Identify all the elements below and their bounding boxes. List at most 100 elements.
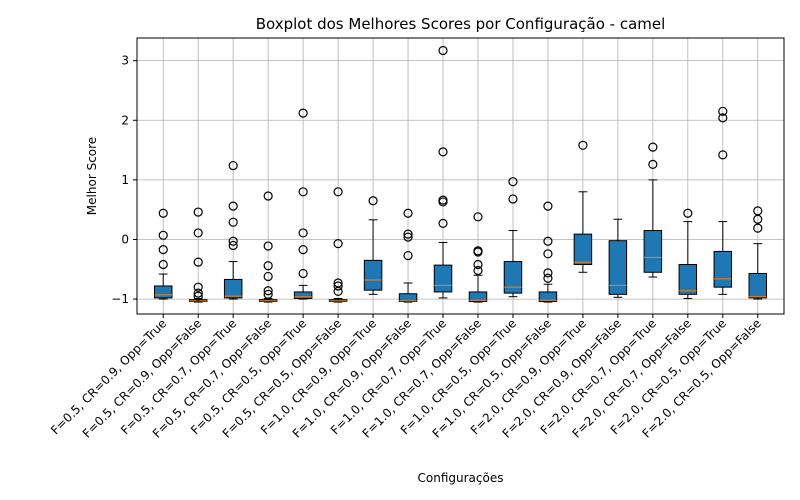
outlier-point <box>648 142 658 152</box>
outlier-point <box>263 241 273 251</box>
box-group <box>153 208 173 300</box>
box-group <box>678 208 698 300</box>
outlier-point <box>473 265 483 276</box>
outlier-point <box>193 228 203 238</box>
outlier-point <box>473 247 483 257</box>
chart-title: Boxplot dos Melhores Scores por Configur… <box>256 15 666 33</box>
plot-frame <box>136 37 785 315</box>
outlier-point <box>543 201 553 211</box>
box-group <box>258 191 278 303</box>
y-tick-label: 2 <box>121 113 129 127</box>
outlier-point <box>263 286 273 296</box>
outlier-point <box>263 271 273 282</box>
outlier-point <box>753 214 763 224</box>
box-body <box>153 285 173 299</box>
box-group <box>608 218 628 298</box>
box-group <box>433 45 453 299</box>
box-body <box>608 240 628 295</box>
box-body <box>363 259 383 291</box>
box-body <box>573 233 593 266</box>
box-body <box>468 291 488 302</box>
outlier-point <box>438 147 448 157</box>
outlier-point <box>543 249 553 259</box>
outlier-point <box>228 160 238 171</box>
box-body <box>538 291 558 302</box>
outlier-point <box>193 257 203 267</box>
outlier-point <box>193 207 203 217</box>
box-body <box>713 250 733 288</box>
box-group <box>713 106 733 295</box>
outlier-point <box>718 113 728 123</box>
outlier-point <box>753 223 763 233</box>
outlier-point <box>648 159 658 169</box>
outlier-point <box>333 286 343 296</box>
box-group <box>363 196 383 295</box>
outlier-point <box>543 273 553 283</box>
outlier-point <box>298 268 308 279</box>
outlier-point <box>438 218 448 228</box>
outlier-point <box>193 288 203 298</box>
outlier-point <box>718 106 728 116</box>
outlier-point <box>228 217 238 227</box>
boxes <box>153 45 768 303</box>
box-group <box>643 142 663 278</box>
outlier-point <box>298 187 308 197</box>
box-group <box>503 177 523 298</box>
box-body <box>223 278 243 299</box>
box-group <box>223 160 243 300</box>
y-axis: −1 0 1 2 3 <box>111 54 137 306</box>
box-group <box>188 207 208 303</box>
box-body <box>433 264 453 293</box>
outlier-point <box>543 268 553 278</box>
outlier-point <box>298 108 308 118</box>
outlier-point <box>718 150 728 160</box>
outlier-point <box>508 194 518 204</box>
outlier-point <box>298 228 308 238</box>
outlier-point <box>403 229 413 239</box>
outlier-point <box>403 250 413 261</box>
box-body <box>398 293 418 302</box>
outlier-point <box>263 261 273 271</box>
outlier-point <box>263 191 273 201</box>
box-body <box>643 230 663 273</box>
outlier-point <box>193 282 203 292</box>
outlier-point <box>438 45 448 56</box>
box-group <box>398 208 418 303</box>
outlier-point <box>333 187 343 197</box>
outlier-point <box>158 245 168 255</box>
outlier-point <box>228 240 238 251</box>
outlier-point <box>333 281 343 291</box>
outlier-point <box>368 196 378 206</box>
outlier-point <box>193 291 203 301</box>
outlier-point <box>228 236 238 246</box>
box-body <box>293 291 313 300</box>
outlier-point <box>508 177 518 187</box>
box-body <box>748 272 768 299</box>
box-body <box>678 264 698 295</box>
outlier-point <box>158 208 168 218</box>
outlier-point <box>683 208 693 218</box>
outlier-point <box>578 140 588 150</box>
y-tick-label: −1 <box>111 292 129 306</box>
y-axis-label: Melhor Score <box>85 137 99 215</box>
outlier-point <box>403 208 413 218</box>
outlier-point <box>403 232 413 242</box>
box-group <box>293 108 313 300</box>
outlier-point <box>543 236 553 246</box>
outlier-point <box>298 245 308 255</box>
x-axis-label: Configurações <box>418 471 504 485</box>
y-tick-label: 1 <box>121 173 129 187</box>
outlier-point <box>263 289 273 299</box>
outlier-point <box>228 201 238 211</box>
box-group <box>538 201 558 303</box>
y-tick-label: 0 <box>121 232 129 246</box>
y-tick-label: 3 <box>121 54 129 68</box>
outlier-point <box>158 259 168 270</box>
outlier-point <box>473 259 483 270</box>
box-group <box>573 140 593 273</box>
box-group <box>468 212 488 303</box>
box-group <box>328 187 348 303</box>
box-body <box>503 261 523 294</box>
